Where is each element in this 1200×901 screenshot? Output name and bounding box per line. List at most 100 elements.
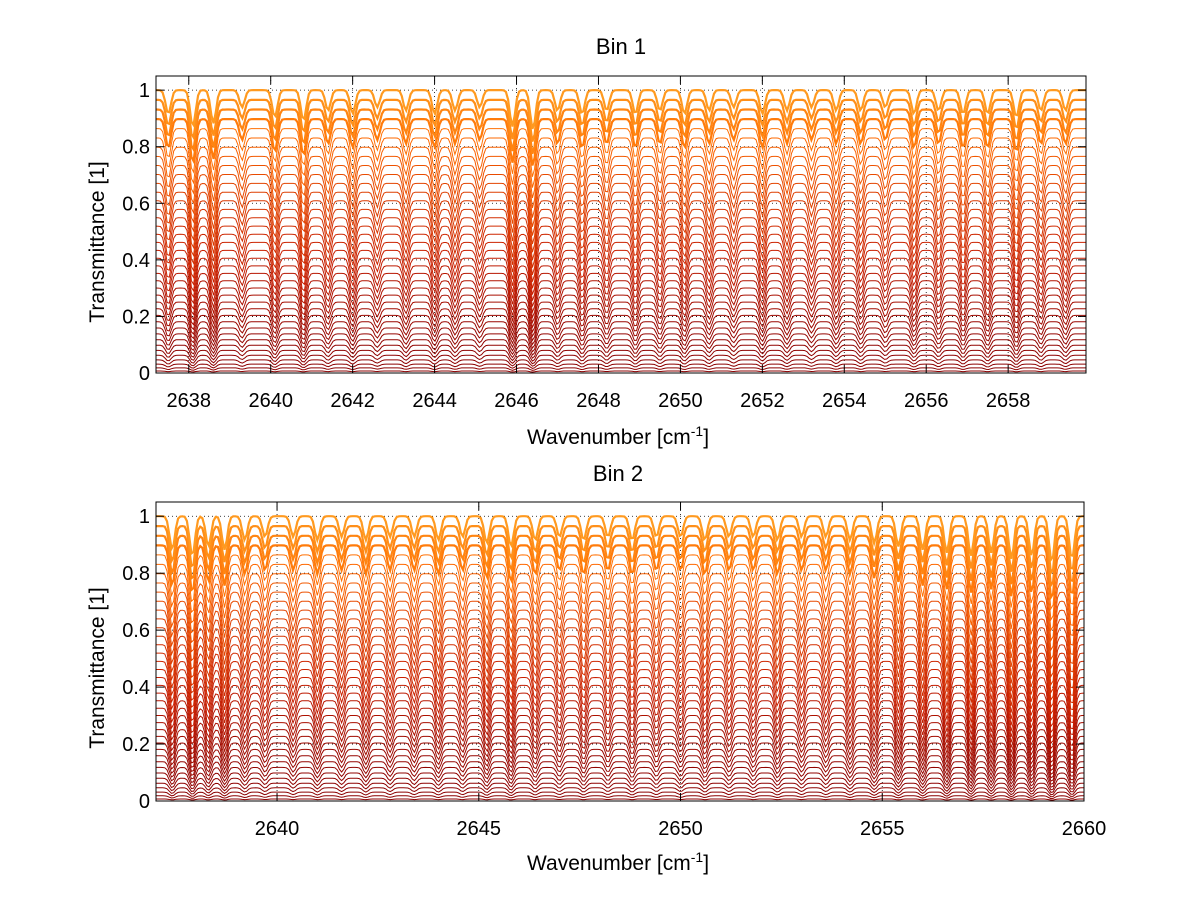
y-tick-label: 0.8 [122, 137, 150, 159]
spectrum-series-line [156, 563, 1084, 622]
spectrum-series-line [156, 265, 1086, 307]
x-tick-label: 2642 [330, 390, 375, 412]
ticks: 2638 2640 2642 2644 2646 2648 2650 2652 2654 2656… [122, 76, 1086, 412]
subplot-bin-1: Bin 1 2638 2640 2642 2644 2646 2648 2650 2652 26… [86, 34, 1087, 449]
spectrum-series-line [156, 208, 1086, 261]
y-tick-label: 0 [139, 791, 150, 813]
x-axis-label: Wavenumber [cm-1] [527, 849, 709, 875]
y-tick-label: 0.4 [122, 677, 150, 699]
x-tick-label: 2650 [658, 818, 703, 840]
spectrum-series-line [156, 722, 1084, 760]
spectrum-series-line [156, 714, 1084, 755]
spectrum-series-line [156, 600, 1084, 661]
x-tick-label: 2640 [248, 390, 293, 412]
spectrum-series-line [156, 742, 1084, 772]
y-tick-label: 1 [139, 506, 150, 528]
spectrum-series-line [156, 137, 1086, 188]
spectrum-series-line [156, 191, 1086, 245]
spectrum-series-line [156, 761, 1084, 782]
spectrum-series-line [156, 544, 1084, 601]
spectrum-series-line [156, 707, 1084, 750]
spectrum-series-line [156, 582, 1084, 642]
spectrum-series-line [156, 777, 1085, 791]
chart-title: Bin 2 [593, 461, 643, 486]
spectrum-series-line [156, 644, 1084, 702]
spectrum-series-line [156, 652, 1085, 709]
spectrum-series-line [156, 333, 1086, 353]
spectrum-series-line [156, 573, 1085, 632]
spectrum-series-line [155, 155, 1086, 209]
spectrum-series-line [156, 363, 1086, 369]
spectrum-series-line [156, 314, 1086, 342]
spectrum-series-line [156, 782, 1084, 793]
x-tick-label: 2650 [658, 390, 703, 412]
spectrum-series-line [155, 287, 1086, 325]
y-axis-label: Transmittance [1] [86, 161, 109, 322]
spectrum-series-line [156, 182, 1086, 236]
spectrum-series-line [156, 729, 1084, 764]
spectrum-series-line [156, 354, 1086, 365]
y-tick-label: 0.2 [122, 306, 150, 328]
ticks: 2640 2645 2650 2655 2660 0 0.2 0.4 0.6 0.8 1 [122, 502, 1106, 840]
spectrum-series-line [156, 635, 1084, 694]
spectrum-series-line [156, 257, 1086, 301]
x-tick-label: 2655 [860, 818, 905, 840]
spectrum-series-line [156, 684, 1084, 734]
spectrum-series-line [156, 609, 1085, 670]
spectrum-series-line [156, 294, 1086, 329]
spectrum-series-line [156, 755, 1084, 779]
spectrum-series-line [156, 795, 1084, 800]
spectrum-series-line [156, 700, 1085, 745]
y-tick-label: 0.4 [122, 250, 150, 272]
spectrum-series-line [156, 791, 1084, 798]
y-tick-label: 1 [139, 80, 150, 102]
spectrum-series-line [156, 174, 1086, 227]
series-group [156, 515, 1085, 802]
spectrum-series-line [156, 200, 1086, 253]
spectrum-series-line [156, 787, 1084, 796]
x-tick-label: 2660 [1062, 818, 1107, 840]
x-tick-label: 2656 [904, 390, 949, 412]
spectrum-series-line [156, 534, 1084, 589]
spectrum-series-line [155, 88, 1086, 130]
x-tick-label: 2640 [255, 818, 300, 840]
x-tick-label: 2638 [167, 390, 212, 412]
x-tick-label: 2646 [494, 390, 539, 412]
spectrum-series-line [156, 660, 1084, 716]
spectrum-series-line [156, 272, 1086, 315]
spectrum-series-line [156, 692, 1085, 739]
spectrum-series-line [156, 735, 1084, 768]
x-tick-label: 2652 [740, 390, 785, 412]
spectrum-series-line [156, 165, 1086, 218]
spectrum-series-line [156, 748, 1084, 776]
x-axis-label: Wavenumber [cm-1] [527, 423, 709, 449]
spectrum-series-line [156, 344, 1086, 359]
y-axis-label: Transmittance [1] [86, 587, 109, 748]
spectrum-series-line [156, 798, 1084, 801]
spectrum-series-line [156, 627, 1084, 687]
spectrum-series-line [156, 591, 1085, 652]
spectrum-series-line [156, 321, 1086, 346]
spectrum-series-line [156, 128, 1086, 177]
y-tick-label: 0 [139, 363, 150, 385]
chart-title: Bin 1 [596, 34, 646, 59]
spectrum-series-line [156, 668, 1085, 722]
spectrum-series-line [156, 249, 1086, 295]
spectrum-series-line [156, 98, 1086, 142]
x-tick-label: 2648 [576, 390, 621, 412]
spectrum-series-line [156, 308, 1086, 338]
spectrum-series-line [156, 515, 1085, 563]
x-tick-label: 2654 [822, 390, 867, 412]
y-tick-label: 0.6 [122, 193, 150, 215]
spectrum-series-line [155, 225, 1086, 275]
subplot-bin-2: Bin 2 2640 2645 2650 2655 2660 0 0.2 0.4 0.6 0.8 1… [86, 461, 1106, 875]
series-group [155, 88, 1086, 374]
spectrum-series-line [156, 217, 1086, 268]
spectrum-series-line [156, 772, 1084, 788]
spectrum-series-line [156, 676, 1085, 728]
spectrum-series-line [156, 146, 1086, 199]
axes-box [155, 501, 1085, 802]
spectrum-series-line [156, 367, 1086, 371]
x-tick-label: 2645 [457, 818, 502, 840]
